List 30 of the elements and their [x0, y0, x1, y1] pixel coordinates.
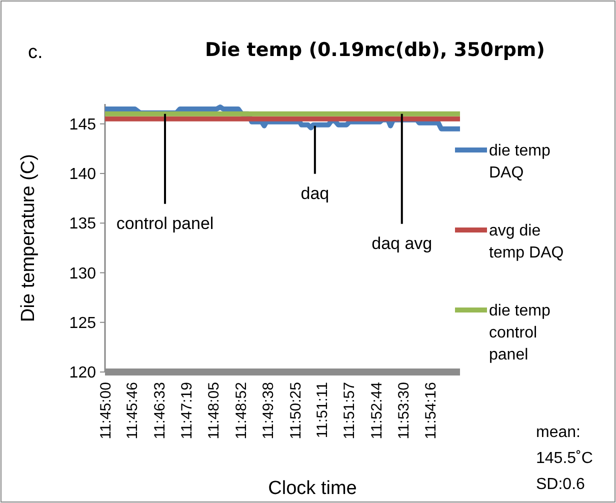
x-axis-title: Clock time: [268, 478, 357, 499]
legend-label: avg die temp DAQ: [489, 222, 564, 262]
x-tick-label: 11:48:05: [205, 382, 222, 440]
y-tick-label: 120: [69, 364, 96, 382]
annotation: daq avg: [372, 234, 432, 253]
x-tick-label: 11:51:57: [341, 382, 358, 440]
x-tick-label: 11:53:30: [396, 382, 413, 440]
y-tick-label: 145: [69, 116, 96, 134]
x-tick-label: 11:51:11: [314, 382, 332, 438]
text: c.: [28, 42, 43, 63]
annotation: daq: [300, 184, 330, 203]
y-tick-label: 140: [69, 166, 96, 184]
x-tick-label: 11:54:16: [422, 382, 440, 440]
y-tick-label: 135: [69, 216, 96, 233]
x-tick-label: 11:50:25: [287, 382, 304, 440]
legend-label: die temp control panel: [489, 302, 550, 364]
chart-title: Die temp (0.19mc(db), 350rpm): [205, 39, 545, 61]
x-tick-label: 11:52:44: [368, 382, 386, 440]
x-tick-label: 11:47:19: [178, 382, 196, 440]
y-tick-label: 125: [69, 314, 96, 332]
text: mean: 145.5˚C SD:0.6: [536, 424, 593, 493]
y-tick-label: 130: [69, 265, 96, 282]
x-tick-label: 11:45:00: [97, 382, 114, 440]
y-axis-title: Die temperature (C): [18, 154, 39, 322]
annotation: control panel: [116, 214, 214, 233]
x-tick-label: 11:49:38: [260, 382, 277, 440]
x-tick-label: 11:48:52: [232, 382, 250, 440]
legend-label: die temp DAQ: [489, 142, 550, 182]
x-tick-label: 11:45:46: [124, 382, 142, 440]
x-tick-label: 11:46:33: [152, 382, 169, 440]
